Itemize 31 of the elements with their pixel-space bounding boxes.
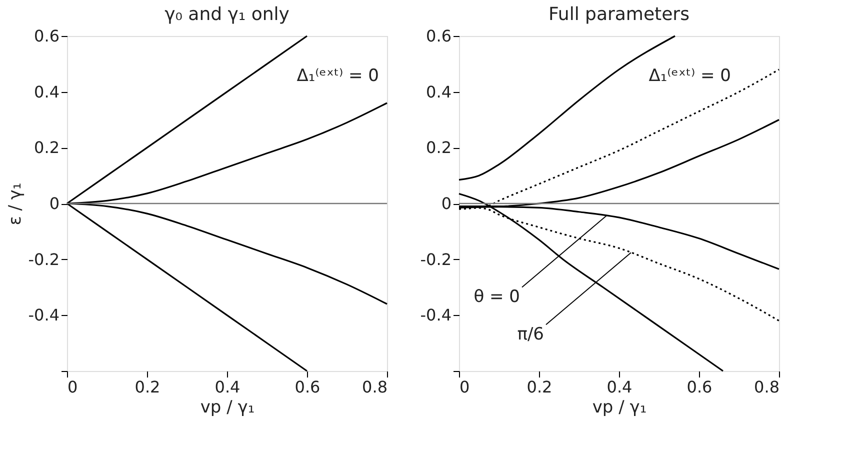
x-axis-title: vp / γ₁ [592, 398, 647, 418]
y-axis-title: ε / γ₁ [5, 182, 26, 226]
x-tick-label: 0.6 [294, 378, 320, 396]
x-tick-label: 0.8 [362, 378, 388, 396]
x-tick-label: 0.6 [686, 378, 712, 396]
x-tick-label: 0 [68, 378, 78, 396]
y-tick-label: 0.6 [426, 26, 452, 46]
y-tick-label: -0.2 [28, 250, 60, 269]
y-tick-label: 0.4 [34, 82, 60, 102]
y-tick-label: 0.4 [426, 82, 452, 102]
y-tick-label: -0.4 [28, 306, 60, 325]
x-tick-label: 0.4 [606, 378, 632, 396]
chart-title: γ₀ and γ₁ only [164, 4, 290, 25]
y-tick-label: -0.2 [420, 250, 452, 269]
annotation: Δ₁⁽ᵉˣᵗ⁾ = 0 [296, 66, 379, 86]
y-tick-label: 0 [441, 194, 452, 213]
y-tick-label: 0.2 [34, 138, 60, 158]
x-tick-label: 0.4 [214, 378, 240, 396]
chart-title: Full parameters [548, 4, 690, 25]
annotation: θ = 0 [474, 287, 520, 308]
y-tick-label: 0.6 [34, 26, 60, 46]
x-tick-label: 0.2 [526, 378, 552, 396]
x-tick-label: 0.2 [134, 378, 160, 396]
x-axis-title: vp / γ₁ [200, 398, 255, 418]
y-tick-label: 0.2 [426, 138, 452, 158]
y-tick-label: -0.4 [420, 306, 452, 325]
annotation: π/6 [517, 324, 544, 345]
x-tick-label: 0 [460, 378, 470, 396]
x-tick-label: 0.8 [754, 378, 780, 396]
annotation: Δ₁⁽ᵉˣᵗ⁾ = 0 [648, 66, 731, 86]
y-tick-label: 0 [49, 194, 60, 213]
